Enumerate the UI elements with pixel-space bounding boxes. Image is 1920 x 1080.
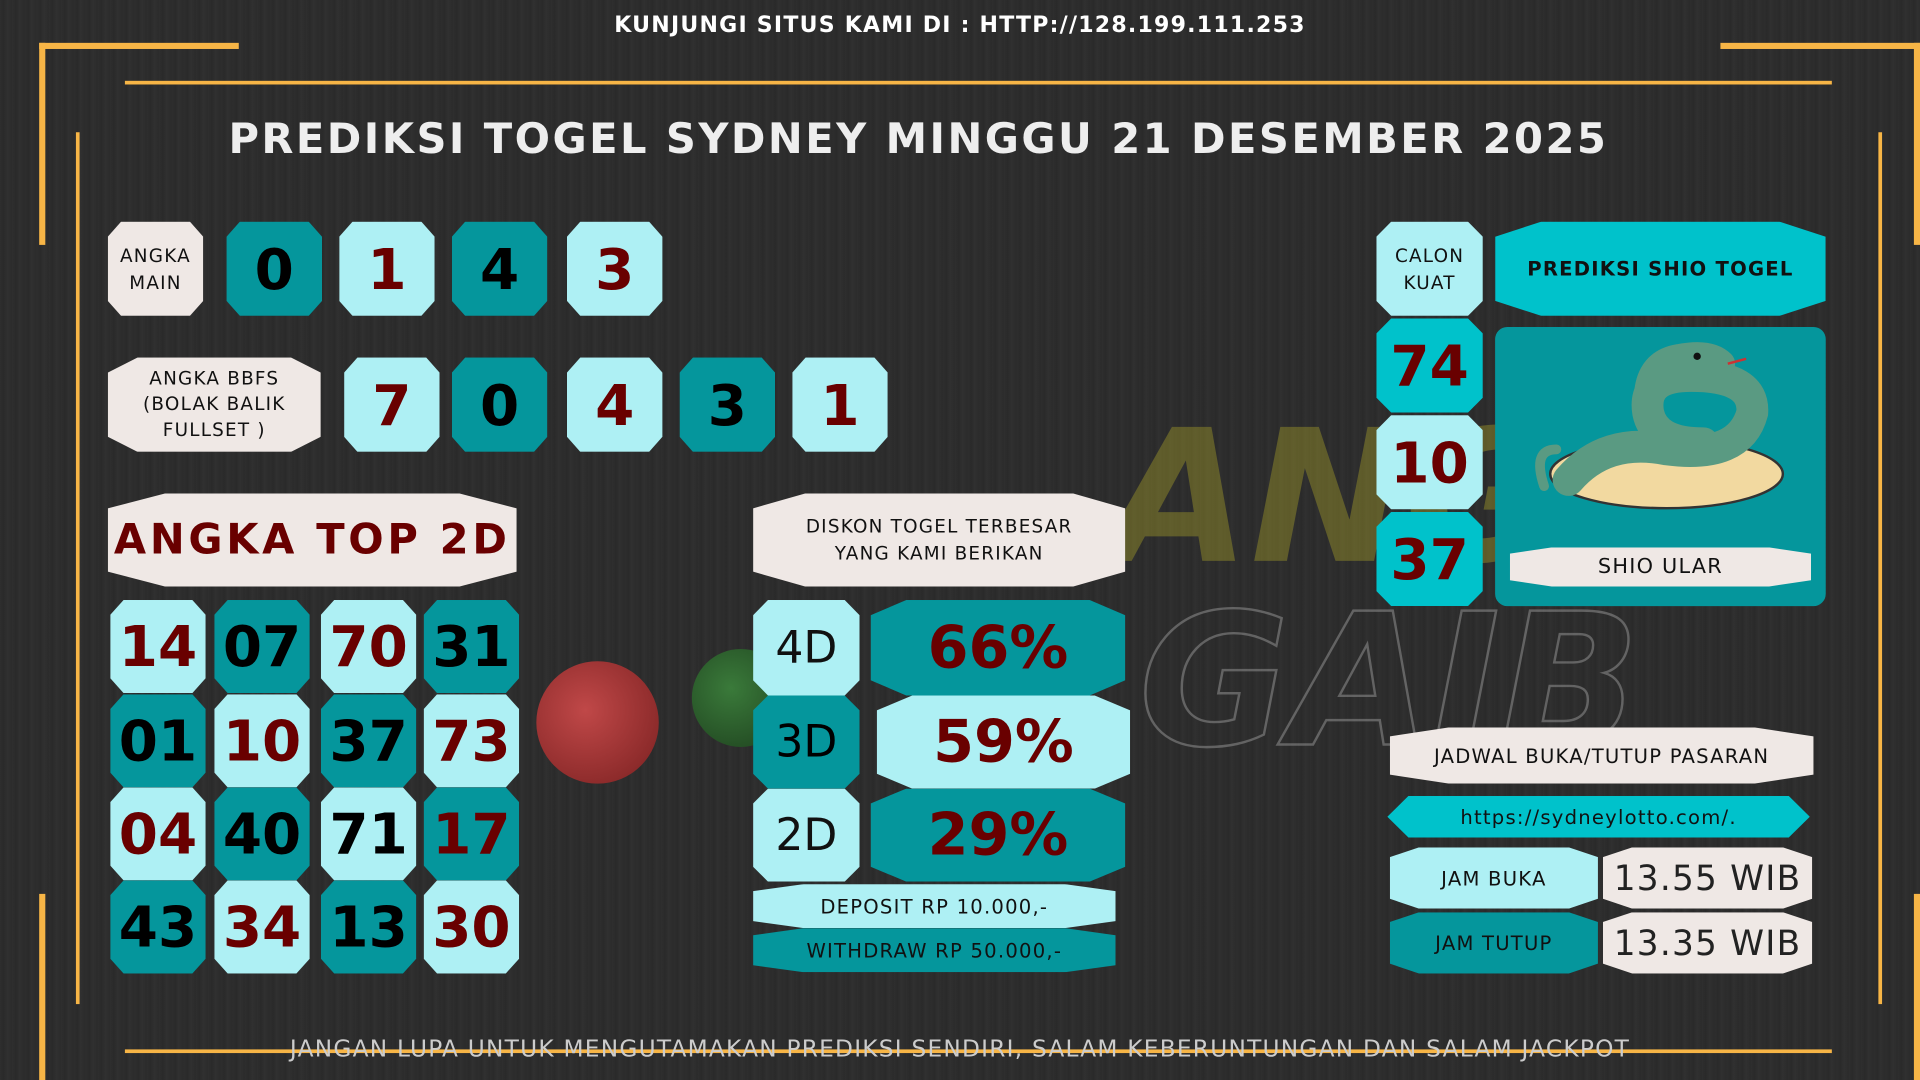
label-line: CALON [1394, 244, 1465, 267]
diskon-value-3d: 59% [876, 695, 1131, 789]
angka-main-digit: 3 [566, 221, 663, 316]
top2d-number: 10 [214, 694, 310, 788]
jam-buka-value: 13.55 WIB [1602, 847, 1813, 909]
top2d-number: 17 [423, 787, 520, 881]
top2d-number: 37 [320, 694, 417, 788]
frame-line [39, 42, 239, 49]
deposit-info: DEPOSIT RP 10.000,- [753, 884, 1116, 929]
label-line: DISKON TOGEL TERBESAR [805, 515, 1073, 538]
ball-3-decoration [536, 661, 659, 784]
diskon-type-2d: 2D [753, 788, 860, 882]
page-title: PREDIKSI TOGEL SYDNEY MINGGU 21 DESEMBER… [228, 115, 1609, 165]
top2d-number: 43 [110, 880, 206, 974]
frame-line [1720, 42, 1920, 49]
calon-kuat-label: CALON KUAT [1376, 221, 1483, 316]
bbfs-digit: 0 [451, 357, 548, 452]
diskon-type-4d: 4D [753, 600, 860, 696]
visit-site-text: KUNJUNGI SITUS KAMI DI : HTTP://128.199.… [614, 12, 1306, 38]
calon-kuat-number: 37 [1376, 511, 1483, 607]
bbfs-digit: 7 [344, 357, 440, 452]
label-line: KUAT [1403, 271, 1456, 294]
market-url-link[interactable]: https://sydneylotto.com/. [1387, 795, 1810, 838]
watermark-logo: ANG [1108, 391, 1555, 605]
top2d-number: 30 [423, 880, 520, 974]
top2d-title: ANGKA TOP 2D [107, 493, 517, 587]
jam-buka-label: JAM BUKA [1389, 847, 1598, 909]
shio-title: PREDIKSI SHIO TOGEL [1495, 221, 1826, 316]
frame-line [1913, 42, 1920, 245]
top2d-number: 70 [320, 600, 417, 694]
diskon-type-3d: 3D [753, 695, 860, 789]
label-line: ANGKA BBFS [149, 367, 280, 390]
shio-name: SHIO ULAR [1509, 547, 1812, 587]
label-line: MAIN [129, 271, 182, 294]
top2d-number: 14 [110, 600, 206, 694]
bbfs-label: ANGKA BBFS (BOLAK BALIK FULLSET ) [107, 357, 321, 452]
withdraw-info: WITHDRAW RP 50.000,- [753, 928, 1116, 973]
frame-line [39, 893, 46, 1080]
label-line: YANG KAMI BERIKAN [834, 542, 1044, 565]
top2d-number: 71 [320, 787, 417, 881]
frame-line [124, 80, 1832, 85]
top2d-number: 34 [214, 880, 310, 974]
snake-icon [1535, 342, 1785, 510]
jam-tutup-value: 13.35 WIB [1602, 912, 1813, 974]
top2d-number: 13 [320, 880, 417, 974]
top2d-number: 40 [214, 787, 310, 881]
footer-text: JANGAN LUPA UNTUK MENGUTAMAKAN PREDIKSI … [289, 1035, 1631, 1063]
diskon-title: DISKON TOGEL TERBESAR YANG KAMI BERIKAN [753, 493, 1126, 587]
frame-line [75, 132, 80, 1005]
jadwal-title: JADWAL BUKA/TUTUP PASARAN [1389, 727, 1814, 784]
angka-main-digit: 0 [226, 221, 323, 316]
angka-main-label: ANGKA MAIN [107, 221, 204, 316]
bbfs-digit: 1 [792, 357, 888, 452]
top2d-number: 04 [110, 787, 206, 881]
calon-kuat-number: 10 [1376, 415, 1483, 510]
frame-line [1878, 132, 1883, 1005]
diskon-value-2d: 29% [870, 788, 1126, 882]
top2d-number: 31 [423, 600, 520, 694]
top2d-number: 01 [110, 694, 206, 788]
calon-kuat-number: 74 [1376, 318, 1483, 413]
frame-line [1913, 893, 1920, 1080]
bbfs-digit: 3 [679, 357, 776, 452]
frame-line [124, 1049, 1832, 1054]
label-line: FULLSET ) [162, 418, 266, 441]
label-line: (BOLAK BALIK [142, 393, 286, 416]
frame-line [39, 42, 46, 245]
diskon-value-4d: 66% [870, 600, 1126, 696]
angka-main-digit: 4 [451, 221, 548, 316]
jam-tutup-label: JAM TUTUP [1389, 912, 1598, 974]
angka-main-digit: 1 [339, 221, 435, 316]
label-line: ANGKA [120, 244, 191, 267]
shio-panel: SHIO ULAR [1495, 326, 1826, 607]
bbfs-digit: 4 [566, 357, 663, 452]
top2d-number: 73 [423, 694, 520, 788]
top2d-number: 07 [214, 600, 310, 694]
